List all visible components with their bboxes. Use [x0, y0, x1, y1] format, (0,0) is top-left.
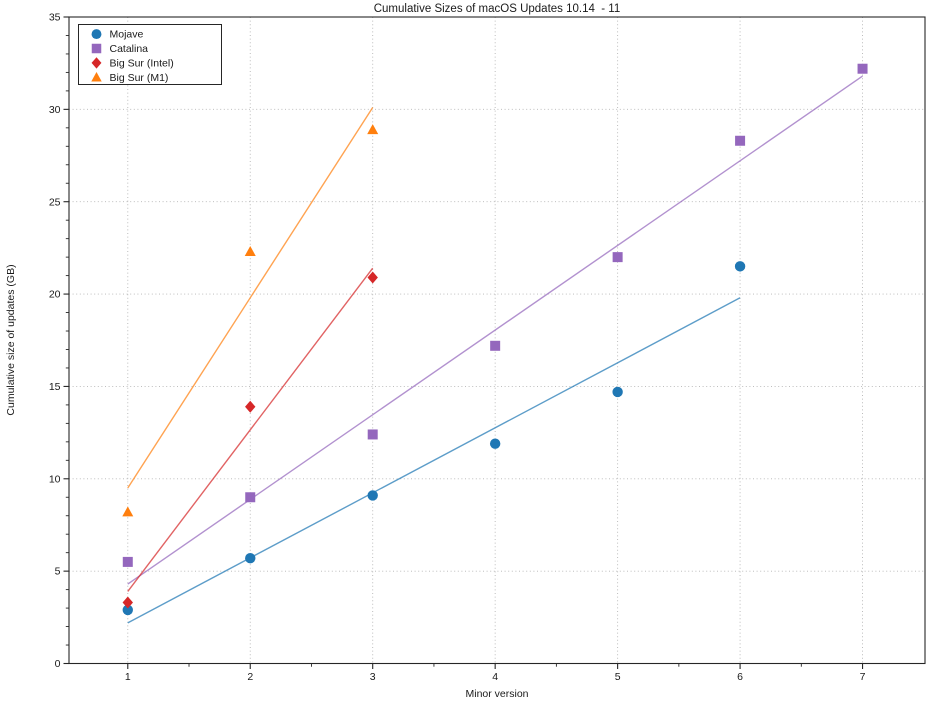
y-tick-label: 0 [55, 658, 61, 670]
catalina-data-point [490, 340, 501, 351]
y-tick-label: 30 [49, 104, 61, 116]
catalina-data-point [122, 556, 133, 567]
x-axis-label: Minor version [465, 688, 528, 700]
catalina-data-point [735, 135, 746, 146]
big-sur-intel-data-point [122, 596, 133, 609]
catalina-data-point [245, 492, 256, 503]
series-big-sur-m1 [122, 107, 379, 517]
big-sur-intel-data-point [245, 400, 256, 413]
x-tick-label: 4 [492, 671, 498, 683]
y-axis-label: Cumulative size of updates (GB) [5, 264, 17, 415]
axis-labels: Cumulative Sizes of macOS Updates 10.14 … [5, 3, 620, 700]
legend-label-big-sur-m1: Big Sur (M1) [110, 72, 169, 84]
series-big-sur-intel [122, 267, 378, 609]
legend-label-catalina: Catalina [110, 43, 149, 55]
legend-label-big-sur-intel: Big Sur (Intel) [110, 58, 174, 70]
x-tick-label: 3 [370, 671, 376, 683]
catalina-data-point [612, 252, 623, 263]
legend-marker-catalina [91, 43, 102, 54]
legend-marker-big-sur-m1 [91, 71, 102, 82]
mojave-data-point [367, 490, 378, 501]
big-sur-intel-data-point [367, 271, 378, 284]
series-catalina [122, 63, 868, 585]
y-tick-label: 35 [49, 12, 61, 24]
mojave-data-point [489, 438, 501, 449]
y-tick-label: 5 [55, 566, 61, 578]
mojave-data-point [734, 261, 746, 272]
x-tick-label: 5 [615, 671, 621, 683]
y-tick-label: 25 [49, 196, 61, 208]
big-sur-m1-data-point [244, 245, 256, 256]
x-tick-label: 2 [247, 671, 253, 683]
big-sur-intel-trend-line [127, 267, 374, 592]
x-tick-label: 7 [860, 671, 866, 683]
big-sur-m1-trend-line [127, 107, 374, 489]
legend-marker-big-sur-intel [91, 57, 102, 69]
mojave-data-point [245, 553, 256, 564]
legend-marker-mojave [91, 29, 102, 40]
catalina-data-point [367, 429, 378, 440]
catalina-data-point [857, 63, 868, 74]
data-series [122, 63, 868, 624]
axis-ticks: 1 2 3 4 5 6 7 0 5 10 15 20 25 30 35 [49, 12, 866, 683]
big-sur-m1-data-point [122, 506, 134, 517]
plot-frame [68, 16, 926, 665]
y-tick-label: 10 [49, 473, 61, 485]
legend-box [78, 24, 222, 85]
gridlines [69, 17, 925, 664]
catalina-trend-line [127, 75, 863, 585]
mojave-data-point [612, 386, 623, 398]
big-sur-m1-data-point [367, 124, 379, 135]
mojave-data-point [122, 604, 133, 616]
chart-title: Cumulative Sizes of macOS Updates 10.14 … [374, 3, 621, 15]
legend-label-mojave: Mojave [110, 29, 144, 41]
legend: Mojave Catalina Big Sur (Intel) Big Sur (M1… [78, 24, 222, 85]
mojave-trend-line [127, 297, 741, 624]
x-tick-label: 1 [125, 671, 131, 683]
x-tick-label: 6 [737, 671, 743, 683]
y-tick-label: 20 [49, 289, 61, 301]
axes-frame [68, 16, 926, 665]
y-tick-label: 15 [49, 381, 61, 393]
series-mojave [122, 261, 746, 624]
